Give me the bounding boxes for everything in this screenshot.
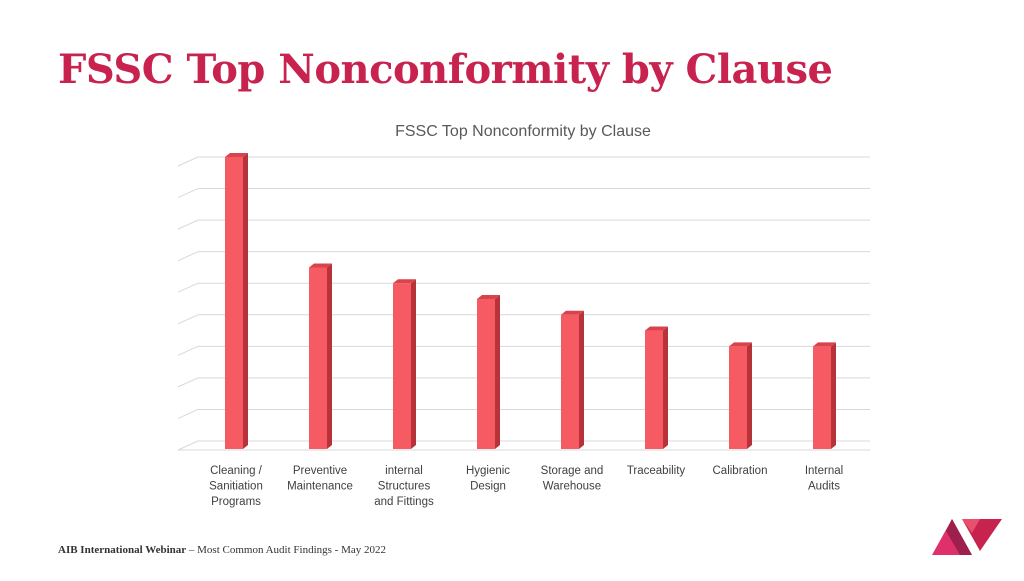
gridline-depth xyxy=(177,251,199,262)
bar-side xyxy=(411,279,416,449)
bar xyxy=(645,326,668,449)
x-tick-label-line: internal xyxy=(385,465,423,477)
bar-side xyxy=(831,342,836,449)
bar xyxy=(393,279,416,449)
x-tick-label: Hygienic Design xyxy=(466,465,510,493)
x-tick-label-line: and Fittings xyxy=(374,496,434,508)
bar xyxy=(309,263,332,449)
x-tick-label-line: Internal xyxy=(805,465,843,477)
gridline-depth xyxy=(177,408,199,419)
bar-front xyxy=(561,314,579,449)
bar-top xyxy=(813,342,836,347)
footer: AIB International Webinar – Most Common … xyxy=(58,544,386,556)
bar xyxy=(225,153,248,449)
aib-logo xyxy=(932,519,1002,555)
bar-side xyxy=(579,310,584,449)
bar-front xyxy=(309,267,327,449)
x-tick-label-line: Programs xyxy=(211,496,261,508)
x-tick-label: Storage and Warehouse xyxy=(541,465,604,493)
chart-gridlines xyxy=(177,156,870,451)
chart-bars xyxy=(225,153,836,449)
x-tick-label: Preventive Maintenance xyxy=(287,465,353,493)
bar xyxy=(813,342,836,449)
x-tick-label-line: Traceability xyxy=(627,465,686,477)
gridline-depth xyxy=(177,156,199,167)
bar-top xyxy=(477,295,500,299)
bar-front xyxy=(477,299,495,449)
x-tick-label-line: Cleaning / xyxy=(210,465,263,477)
bar-front xyxy=(813,346,831,449)
bar xyxy=(561,310,584,449)
bar-side xyxy=(243,153,248,449)
bar-side xyxy=(663,326,668,449)
bar-top xyxy=(309,263,332,268)
gridline-depth xyxy=(177,219,199,230)
x-tick-label: Traceability xyxy=(627,465,686,477)
x-tick-label-line: Audits xyxy=(808,481,840,493)
bar xyxy=(729,342,752,449)
chart-x-labels: Cleaning / Sanitiation Programs Preventive M… xyxy=(209,465,843,508)
x-tick-label-line: Storage and xyxy=(541,465,604,477)
bar-front xyxy=(729,346,747,449)
bar-top xyxy=(393,279,416,284)
x-tick-label-line: Warehouse xyxy=(543,481,601,493)
bar-top xyxy=(645,326,668,331)
bar-front xyxy=(645,330,663,449)
x-tick-label-line: Maintenance xyxy=(287,481,353,493)
x-tick-label-line: Sanitiation xyxy=(209,481,263,493)
bar-side xyxy=(747,342,752,449)
bar-top xyxy=(225,153,248,157)
bar-top xyxy=(561,310,584,315)
bar xyxy=(477,295,500,449)
bar-front xyxy=(393,283,411,449)
x-tick-label-line: Hygienic xyxy=(466,465,510,477)
x-tick-label-line: Design xyxy=(470,481,506,493)
slide-title: FSSC Top Nonconformity by Clause xyxy=(58,46,833,93)
gridline-depth xyxy=(177,314,199,325)
footer-org: AIB International Webinar xyxy=(58,544,187,556)
x-tick-label-line: Structures xyxy=(378,481,431,493)
bar-front xyxy=(225,157,243,449)
x-tick-label: internal Structures and Fittings xyxy=(374,465,434,508)
gridline-depth xyxy=(177,377,199,388)
x-tick-label-line: Calibration xyxy=(713,465,768,477)
x-tick-label: Calibration xyxy=(713,465,768,477)
x-tick-label-line: Preventive xyxy=(293,465,347,477)
chart-title: FSSC Top Nonconformity by Clause xyxy=(395,123,651,140)
footer-text: – Most Common Audit Findings - May 2022 xyxy=(186,544,387,556)
gridline-depth xyxy=(177,282,199,293)
x-tick-label: Internal Audits xyxy=(805,465,843,493)
gridline-depth xyxy=(177,188,199,199)
bar-top xyxy=(729,342,752,347)
gridline-depth xyxy=(177,345,199,356)
bar-side xyxy=(327,263,332,449)
gridline-depth xyxy=(177,440,199,451)
x-tick-label: Cleaning / Sanitiation Programs xyxy=(209,465,263,508)
bar-side xyxy=(495,295,500,449)
